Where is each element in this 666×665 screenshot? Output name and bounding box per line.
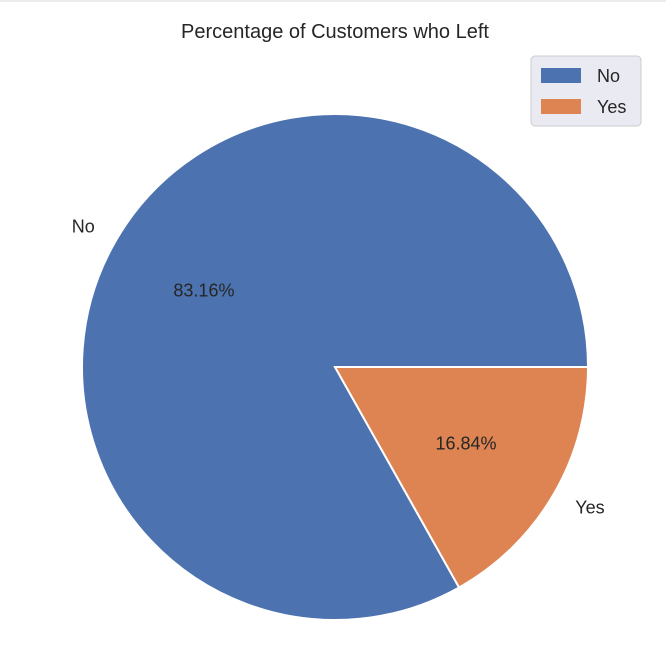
pie-slices [81, 113, 590, 621]
pie-percent-label-yes: 16.84% [436, 434, 497, 454]
legend-label-yes: Yes [597, 97, 626, 117]
legend: No Yes [530, 55, 642, 127]
pie-labels: 83.16% No 16.84% Yes [72, 217, 605, 518]
top-divider [0, 0, 666, 2]
legend-label-no: No [597, 66, 620, 86]
pie-percent-label-no: 83.16% [173, 280, 234, 300]
legend-swatch-yes [541, 99, 581, 114]
legend-swatch-no [541, 68, 581, 83]
chart-title: Percentage of Customers who Left [181, 21, 489, 43]
pie-category-label-no: No [72, 217, 95, 237]
pie-category-label-yes: Yes [575, 497, 604, 517]
pie-slice-yes [333, 366, 590, 589]
